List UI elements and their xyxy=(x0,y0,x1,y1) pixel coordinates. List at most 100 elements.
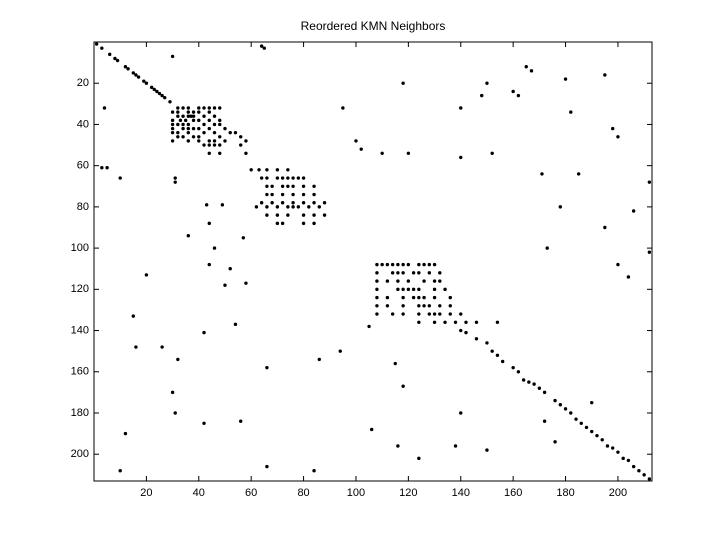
nonzero-dot xyxy=(197,139,201,143)
nonzero-dot xyxy=(401,271,405,275)
nonzero-dot xyxy=(485,448,489,452)
x-tick-label: 100 xyxy=(347,487,365,499)
nonzero-dot xyxy=(438,312,442,316)
nonzero-dot xyxy=(453,320,458,325)
nonzero-dot xyxy=(417,304,421,308)
nonzero-dot xyxy=(233,322,238,327)
nonzero-dot xyxy=(537,386,542,390)
nonzero-dot xyxy=(448,312,452,316)
nonzero-dot xyxy=(291,205,295,209)
nonzero-dot xyxy=(574,417,578,421)
nonzero-dot xyxy=(275,213,280,217)
nonzero-dot xyxy=(511,89,515,94)
nonzero-dot xyxy=(312,221,316,226)
nonzero-dot xyxy=(212,130,217,135)
nonzero-dot xyxy=(207,139,211,143)
nonzero-dot xyxy=(186,110,191,114)
nonzero-dot xyxy=(142,79,146,83)
nonzero-dot xyxy=(312,201,316,205)
nonzero-dot xyxy=(102,106,107,110)
nonzero-dot xyxy=(532,382,536,386)
nonzero-dot xyxy=(584,425,589,430)
nonzero-dot xyxy=(244,151,248,155)
x-tick-label: 60 xyxy=(245,487,257,499)
nonzero-dot xyxy=(516,370,521,374)
nonzero-dot xyxy=(317,205,321,209)
nonzero-dot xyxy=(480,93,484,98)
y-tick-label: 80 xyxy=(77,201,89,213)
nonzero-dot xyxy=(270,184,274,188)
nonzero-dot xyxy=(375,312,379,316)
nonzero-dot xyxy=(301,213,306,217)
nonzero-dot xyxy=(262,46,266,50)
nonzero-dot xyxy=(390,271,395,275)
nonzero-dot xyxy=(380,262,384,267)
nonzero-dot xyxy=(183,118,188,123)
nonzero-dot xyxy=(616,135,620,139)
nonzero-dot xyxy=(197,135,201,139)
nonzero-dot xyxy=(385,304,390,308)
y-tick-label: 20 xyxy=(77,77,89,89)
nonzero-dot xyxy=(647,250,652,254)
nonzero-dot xyxy=(459,312,463,316)
nonzero-dot xyxy=(603,73,607,77)
nonzero-dot xyxy=(170,390,175,395)
nonzero-dot xyxy=(647,477,652,481)
nonzero-dot xyxy=(459,155,463,160)
nonzero-dot xyxy=(495,353,500,357)
nonzero-dot xyxy=(354,139,358,143)
nonzero-dot xyxy=(160,345,164,349)
nonzero-dot xyxy=(239,143,243,147)
nonzero-dot xyxy=(220,203,225,207)
nonzero-dot xyxy=(341,106,345,110)
nonzero-dot xyxy=(367,324,371,329)
nonzero-dot xyxy=(375,271,379,275)
nonzero-dot xyxy=(212,246,217,250)
nonzero-dot xyxy=(438,304,442,308)
nonzero-dot xyxy=(443,320,447,325)
nonzero-dot xyxy=(401,312,405,316)
nonzero-dot xyxy=(432,262,437,267)
nonzero-dot xyxy=(170,126,175,131)
nonzero-dot xyxy=(244,139,248,143)
nonzero-dot xyxy=(191,135,196,139)
nonzero-dot xyxy=(189,114,193,118)
nonzero-dot xyxy=(280,184,285,188)
nonzero-dot xyxy=(100,166,104,170)
nonzero-dot xyxy=(257,168,261,172)
nonzero-dot xyxy=(168,100,172,104)
nonzero-dot xyxy=(191,126,196,131)
x-tick-label: 40 xyxy=(193,487,205,499)
nonzero-dot xyxy=(186,139,191,143)
nonzero-dot xyxy=(605,444,610,448)
nonzero-dot xyxy=(280,192,285,197)
nonzero-dot xyxy=(115,58,120,63)
nonzero-dot xyxy=(176,357,180,362)
nonzero-dot xyxy=(265,176,269,180)
nonzero-dot xyxy=(136,75,141,79)
nonzero-dot xyxy=(540,172,544,176)
nonzero-dot xyxy=(254,205,259,209)
nonzero-dot xyxy=(207,118,211,123)
nonzero-dot xyxy=(411,287,416,292)
nonzero-dot xyxy=(427,271,432,275)
nonzero-dot xyxy=(265,192,269,197)
nonzero-dot xyxy=(131,71,135,75)
nonzero-dot xyxy=(432,287,437,292)
nonzero-dot xyxy=(401,287,405,292)
nonzero-dot xyxy=(411,295,416,300)
nonzero-dot xyxy=(511,365,515,370)
nonzero-dot xyxy=(375,287,379,292)
nonzero-dot xyxy=(563,407,568,411)
nonzero-dot xyxy=(218,143,222,147)
nonzero-dot xyxy=(390,312,395,316)
nonzero-dot xyxy=(265,213,269,217)
nonzero-dot xyxy=(529,69,534,73)
nonzero-dot xyxy=(427,312,432,316)
nonzero-dot xyxy=(218,118,222,123)
nonzero-dot xyxy=(616,450,620,454)
nonzero-dot xyxy=(301,221,306,226)
nonzero-dot xyxy=(611,126,615,131)
nonzero-dot xyxy=(265,365,269,370)
nonzero-dot xyxy=(459,106,463,110)
